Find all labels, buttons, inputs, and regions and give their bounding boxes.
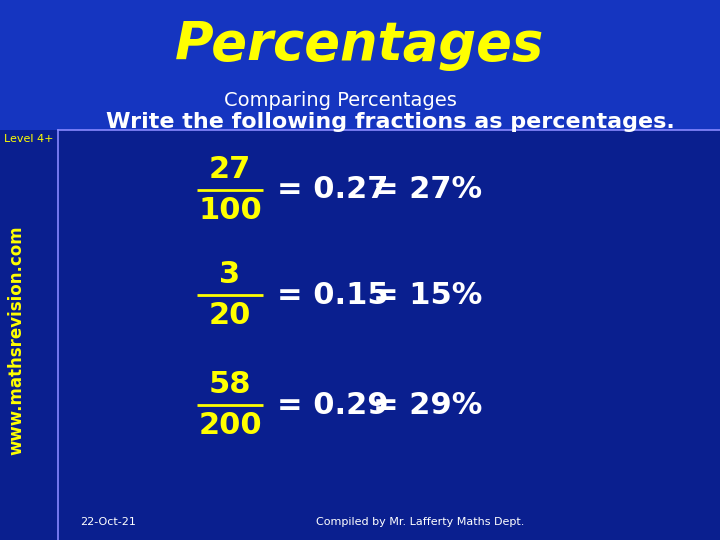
Text: = 27%: = 27% — [373, 176, 482, 205]
Text: Compiled by Mr. Lafferty Maths Dept.: Compiled by Mr. Lafferty Maths Dept. — [316, 517, 524, 527]
Text: 58: 58 — [209, 369, 251, 399]
Text: = 0.29: = 0.29 — [277, 390, 389, 420]
Text: 3: 3 — [220, 260, 240, 288]
Text: Write the following fractions as percentages.: Write the following fractions as percent… — [106, 112, 675, 132]
Bar — [0, 0, 720, 130]
Text: = 29%: = 29% — [373, 390, 482, 420]
Text: = 15%: = 15% — [373, 280, 482, 309]
Text: 22-Oct-21: 22-Oct-21 — [80, 517, 136, 527]
Text: = 0.27: = 0.27 — [277, 176, 388, 205]
Text: 100: 100 — [198, 197, 262, 225]
Text: Percentages: Percentages — [176, 19, 544, 71]
Text: 200: 200 — [198, 411, 262, 441]
Text: www.mathsrevision.com: www.mathsrevision.com — [7, 225, 25, 455]
Text: 27: 27 — [209, 154, 251, 184]
Text: Level 4+: Level 4+ — [4, 134, 53, 144]
Text: = 0.15: = 0.15 — [277, 280, 389, 309]
Text: 20: 20 — [209, 301, 251, 330]
Text: Comparing Percentages: Comparing Percentages — [224, 91, 456, 110]
